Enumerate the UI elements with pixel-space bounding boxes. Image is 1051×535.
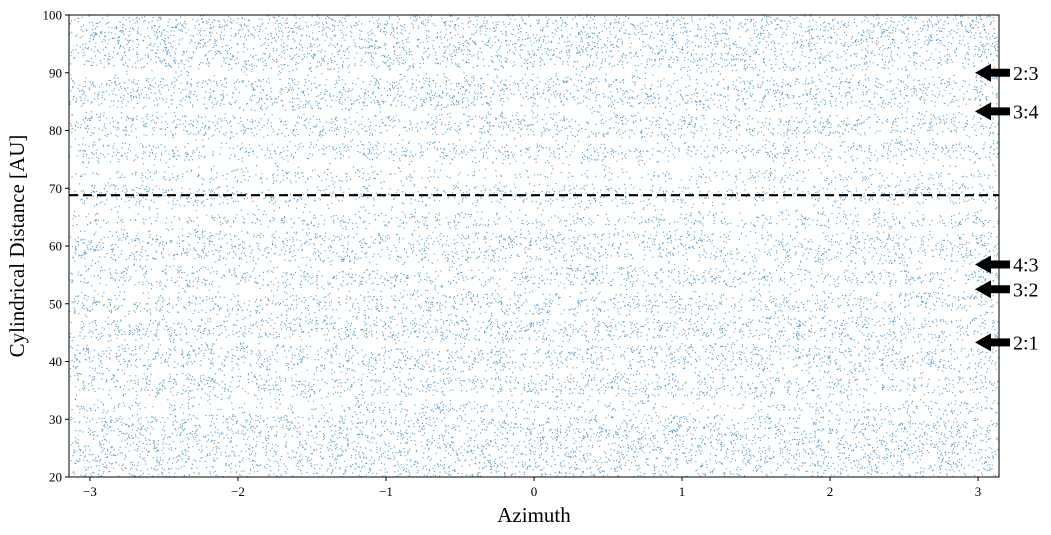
y-tick-label: 60 (49, 239, 62, 254)
scatter-points (69, 15, 999, 477)
arrow-icon (975, 255, 1010, 274)
resonance-label: 4:3 (1013, 254, 1039, 276)
resonance-label: 2:3 (1013, 63, 1039, 85)
y-tick-label: 70 (49, 181, 62, 196)
scatter-point-cloud (69, 15, 999, 477)
x-tick-label: 1 (679, 484, 686, 499)
arrow-icon (975, 333, 1010, 352)
x-axis: −3 −2 −1 0 1 2 3 (83, 477, 981, 499)
x-axis-title: Azimuth (497, 503, 571, 527)
resonance-annotation: 2:3 (975, 63, 1039, 85)
y-tick-label: 50 (49, 296, 62, 311)
y-tick-label: 20 (49, 470, 62, 485)
resonance-label: 3:2 (1013, 279, 1039, 301)
resonance-label: 3:4 (1013, 101, 1039, 123)
y-axis-title: Cylindrical Distance [AU] (5, 135, 29, 358)
resonance-annotation: 3:2 (975, 279, 1039, 301)
y-tick-label: 90 (49, 65, 62, 80)
y-tick-label: 80 (49, 123, 62, 138)
arrow-icon (975, 280, 1010, 299)
resonance-annotations: 2:3 3:4 4:3 3:2 2:1 (975, 63, 1039, 354)
y-tick-label: 100 (43, 8, 63, 23)
y-axis: 20 30 40 50 60 70 80 90 100 (43, 8, 69, 485)
x-tick-label: −1 (379, 484, 393, 499)
x-tick-label: 3 (975, 484, 982, 499)
x-tick-label: 0 (531, 484, 538, 499)
y-tick-label: 30 (49, 412, 62, 427)
resonance-annotation: 4:3 (975, 254, 1039, 276)
x-tick-label: −3 (83, 484, 97, 499)
resonance-label: 2:1 (1013, 332, 1039, 354)
resonance-annotation: 3:4 (975, 101, 1039, 123)
x-tick-label: −2 (231, 484, 245, 499)
x-tick-label: 2 (827, 484, 834, 499)
y-tick-label: 40 (49, 354, 62, 369)
resonance-annotation: 2:1 (975, 332, 1039, 354)
arrow-icon (975, 63, 1010, 82)
arrow-icon (975, 102, 1010, 121)
